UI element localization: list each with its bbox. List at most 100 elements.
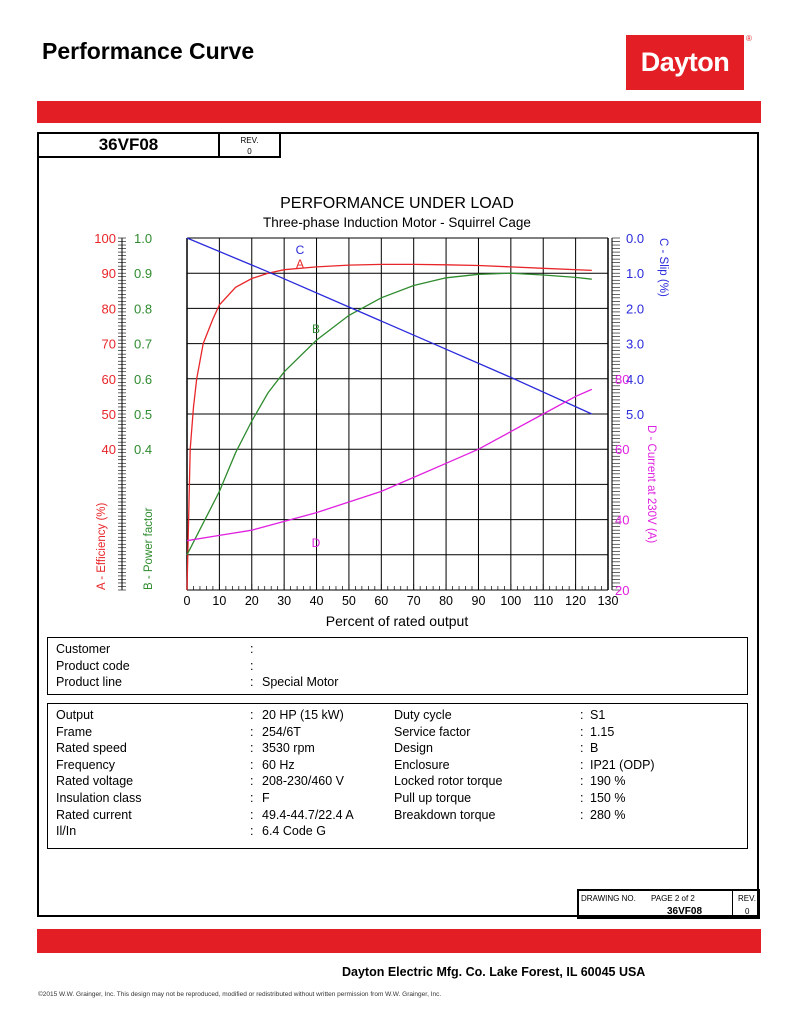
spec-value: 190 % xyxy=(590,774,626,789)
slip-tick-label: 2.0 xyxy=(626,301,644,316)
series-current-line xyxy=(186,388,593,542)
series-power_factor-line xyxy=(186,272,592,556)
spec-value: 150 % xyxy=(590,791,626,805)
spec-separator: : xyxy=(250,658,254,673)
x-tick-label: 40 xyxy=(310,594,324,608)
x-tick-label: 50 xyxy=(342,594,356,608)
x-tick-label: 0 xyxy=(184,594,191,608)
x-tick-label: 60 xyxy=(374,594,388,608)
revision-box: REV. 0 xyxy=(218,132,281,158)
spec-separator: : xyxy=(580,774,584,789)
x-axis-label: Percent of rated output xyxy=(326,613,469,629)
performance-chart: PERFORMANCE UNDER LOAD Three-phase Induc… xyxy=(94,195,669,629)
spec-value: F xyxy=(262,791,270,805)
chart-title: PERFORMANCE UNDER LOAD xyxy=(280,195,514,212)
spec-separator: : xyxy=(250,741,254,756)
spec-label: Il/In xyxy=(56,824,77,839)
spec-value: IP21 (ODP) xyxy=(590,757,655,772)
spec-value: 1.15 xyxy=(590,724,615,739)
company-address: Dayton Electric Mfg. Co. Lake Forest, IL… xyxy=(342,965,646,979)
spec-separator: : xyxy=(250,791,254,805)
customer-info-box: Customer: Product code: Product line: Speci… xyxy=(47,637,748,695)
spec-label: Frequency xyxy=(56,757,116,772)
spec-value: 254/6T xyxy=(262,724,301,739)
current-tick-label: 20 xyxy=(615,583,629,598)
rev-value: 0 xyxy=(247,147,252,156)
power-factor-tick-label: 0.9 xyxy=(134,266,152,281)
slip-tick-label: 4.0 xyxy=(626,372,644,387)
current-axis-label: D - Current at 230V (A) xyxy=(645,425,657,543)
series-efficiency-line xyxy=(186,263,592,591)
power-factor-tick-label: 0.8 xyxy=(134,301,152,316)
drawing-number: 36VF08 xyxy=(667,906,703,917)
spec-label: Product code xyxy=(56,658,130,673)
spec-separator: : xyxy=(580,757,584,772)
page-title: Performance Curve xyxy=(42,38,255,64)
x-tick-label: 90 xyxy=(472,594,486,608)
x-tick-label: 100 xyxy=(500,594,521,608)
power-factor-tick-label: 0.5 xyxy=(134,407,152,422)
spec-separator: : xyxy=(580,791,584,805)
drawing-no-label: DRAWING NO. xyxy=(581,894,636,903)
spec-label: Duty cycle xyxy=(394,708,452,722)
spec-value: S1 xyxy=(590,708,606,722)
spec-label: Customer xyxy=(56,642,111,656)
dayton-logo: Dayton xyxy=(626,35,744,90)
x-tick-label: 70 xyxy=(407,594,421,608)
spec-separator: : xyxy=(250,642,254,656)
x-tick-label: 30 xyxy=(277,594,291,608)
slip-tick-label: 3.0 xyxy=(626,337,644,352)
series-efficiency-label: A xyxy=(296,257,304,271)
efficiency-tick-label: 40 xyxy=(102,442,116,457)
spec-label: Service factor xyxy=(394,724,471,739)
series-slip-label: C xyxy=(296,243,305,257)
spec-separator: : xyxy=(580,708,584,722)
spec-value: 208-230/460 V xyxy=(262,774,345,789)
spec-label: Locked rotor torque xyxy=(394,774,503,789)
current-tick-label: 80 xyxy=(615,372,629,387)
spec-label: Rated current xyxy=(56,807,132,822)
spec-value: 280 % xyxy=(590,807,626,822)
spec-separator: : xyxy=(250,824,254,839)
spec-value: B xyxy=(590,741,599,756)
spec-label: Breakdown torque xyxy=(394,807,496,822)
drawing-rev-label: REV. xyxy=(738,894,756,903)
efficiency-axis-label: A - Efficiency (%) xyxy=(96,502,108,590)
spec-separator: : xyxy=(250,675,254,690)
x-tick-label: 80 xyxy=(439,594,453,608)
power-factor-tick-label: 0.4 xyxy=(134,442,152,457)
spec-label: Output xyxy=(56,708,94,722)
spec-separator: : xyxy=(250,774,254,789)
efficiency-tick-label: 90 xyxy=(102,266,116,281)
chart-subtitle: Three-phase Induction Motor - Squirrel C… xyxy=(263,215,531,230)
spec-value: 3530 rpm xyxy=(262,741,315,756)
slip-axis-label: C - Slip (%) xyxy=(657,238,669,297)
slip-tick-label: 0.0 xyxy=(626,231,644,246)
x-tick-label: 10 xyxy=(212,594,226,608)
spec-value: 49.4-44.7/22.4 A xyxy=(262,807,354,822)
power-factor-axis-label: B - Power factor xyxy=(143,507,155,590)
efficiency-tick-label: 80 xyxy=(102,301,116,316)
spec-label: Insulation class xyxy=(56,791,142,805)
copyright-notice: ©2015 W.W. Grainger, Inc. This design ma… xyxy=(38,991,442,998)
slip-tick-label: 1.0 xyxy=(626,266,644,281)
series-current-label: D xyxy=(312,536,321,550)
x-tick-label: 130 xyxy=(598,594,619,608)
spec-label: Pull up torque xyxy=(394,791,472,805)
spec-label: Design xyxy=(394,741,433,756)
top-red-bar xyxy=(37,101,761,123)
spec-value: 6.4 Code G xyxy=(262,824,326,839)
efficiency-tick-label: 60 xyxy=(102,372,116,387)
series-slip-line xyxy=(186,237,593,415)
power-factor-tick-label: 0.7 xyxy=(134,337,152,352)
spec-separator: : xyxy=(250,757,254,772)
x-tick-label: 20 xyxy=(245,594,259,608)
spec-value: 60 Hz xyxy=(262,757,295,772)
spec-separator: : xyxy=(250,708,254,722)
spec-label: Enclosure xyxy=(394,757,450,772)
current-tick-label: 40 xyxy=(615,513,629,528)
x-tick-label: 110 xyxy=(533,594,553,608)
power-factor-tick-label: 1.0 xyxy=(134,231,152,246)
spec-separator: : xyxy=(580,724,584,739)
